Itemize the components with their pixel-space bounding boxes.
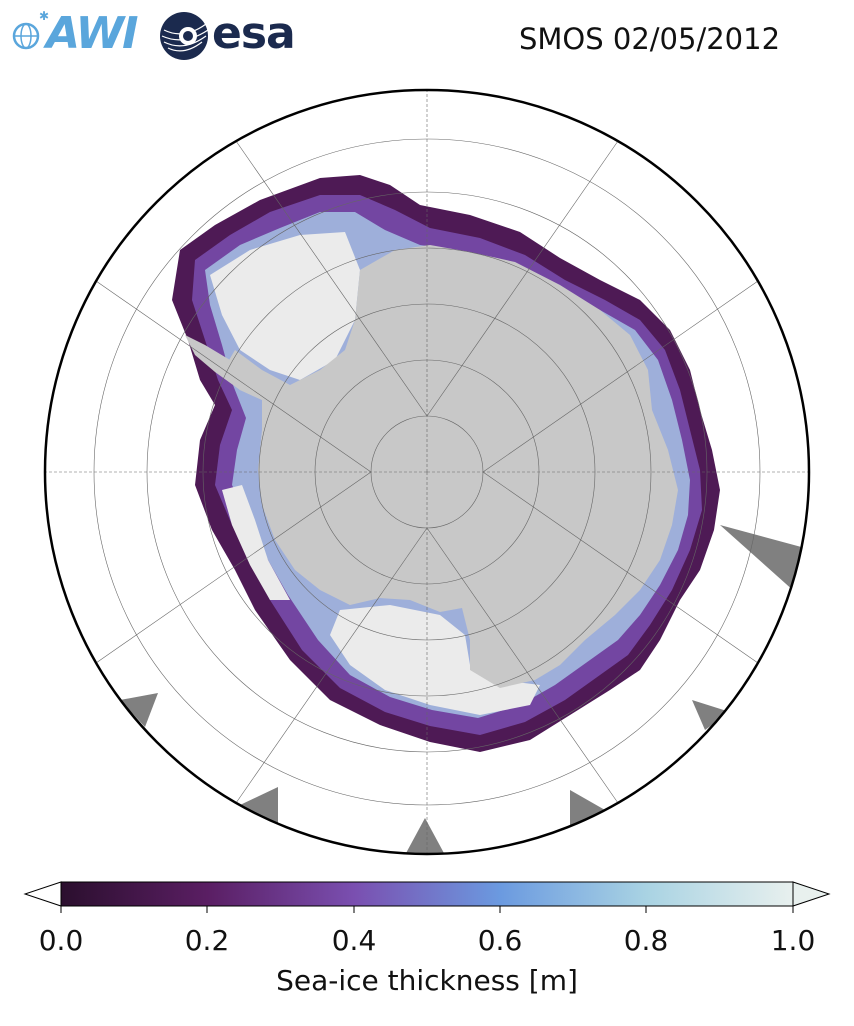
colorbar-tick-label: 0.2: [184, 924, 230, 957]
nodata-wedge: [720, 525, 805, 592]
svg-text:✱: ✱: [39, 9, 49, 23]
colorbar-tick-label: 1.0: [770, 924, 816, 957]
antarctica-landmass: [222, 245, 678, 688]
esa-logo-text: esa: [212, 8, 296, 59]
header: ✱ AWI esa SMOS 02/05/2012: [0, 0, 854, 80]
awi-logo-icon: ✱: [12, 9, 49, 50]
colorbar-tick-label: 0.0: [38, 924, 84, 957]
colorbar-tick-label: 0.4: [331, 924, 377, 957]
nodata-wedge: [570, 790, 605, 828]
map-title: SMOS 02/05/2012: [519, 22, 781, 56]
colorbar: [23, 881, 831, 913]
colorbar-gradient: [60, 881, 794, 907]
coastal-white-ice: [222, 485, 290, 600]
polar-map: [43, 88, 811, 856]
weddell-ice-shelf: [210, 232, 360, 380]
map-boundary: [43, 88, 811, 856]
nodata-wedge: [405, 818, 445, 854]
nodata-wedge: [692, 700, 730, 730]
colorbar-label: Sea-ice thickness [m]: [276, 964, 578, 997]
colorbar-ticks: [60, 906, 794, 913]
colorbar-extend-max: [792, 881, 831, 907]
esa-logo-icon: [160, 12, 209, 60]
antarctic-peninsula: [185, 335, 262, 400]
awi-logo-text: AWI: [46, 8, 139, 59]
meridians: [45, 90, 809, 854]
colorbar-extend-min: [23, 881, 62, 907]
nodata-wedge: [120, 693, 158, 727]
colorbar-tick-label: 0.8: [623, 924, 669, 957]
colorbar-tick-label: 0.6: [477, 924, 523, 957]
